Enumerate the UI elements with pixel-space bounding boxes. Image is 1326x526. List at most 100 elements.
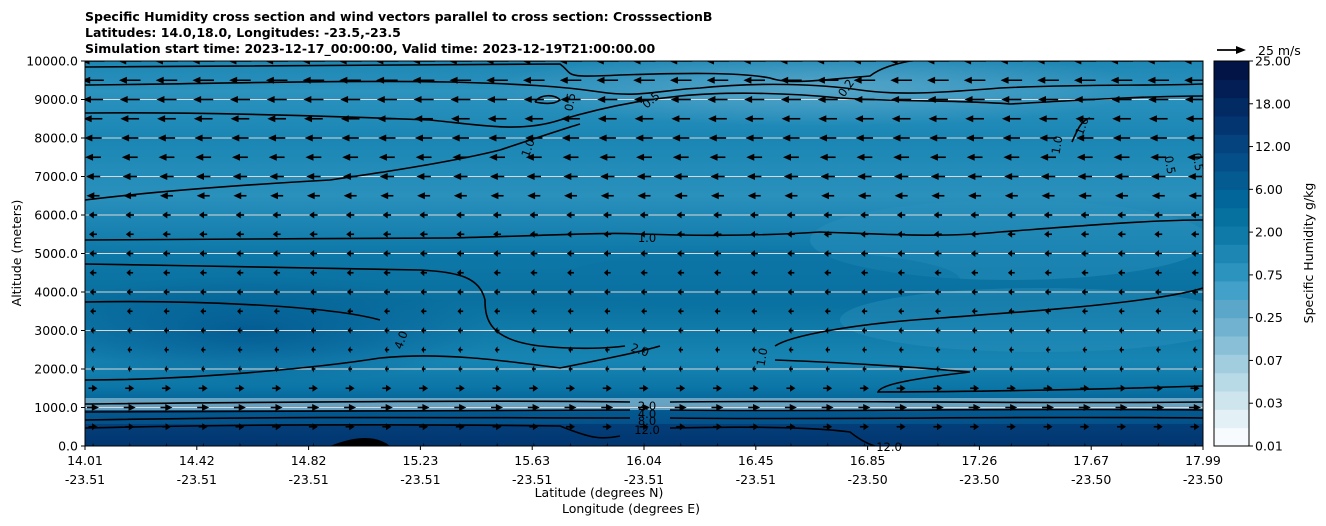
wind-arrow — [229, 96, 251, 103]
wind-arrow — [1110, 61, 1134, 65]
wind-arrow — [489, 173, 505, 180]
wind-arrow — [640, 288, 648, 296]
wind-arrow — [715, 365, 720, 373]
wind-arrow — [121, 153, 138, 161]
wind-arrow — [819, 153, 836, 161]
wind-arrow — [894, 192, 908, 200]
wind-arrow — [935, 346, 941, 354]
x-axis: 14.01 -23.51 14.42 -23.51 14.82 -23.51 15.23 -2… — [65, 446, 1223, 487]
wind-arrow — [816, 76, 839, 84]
wind-arrow — [1047, 442, 1050, 446]
wind-arrow — [338, 61, 362, 65]
wind-arrow — [160, 404, 173, 411]
wind-arrow — [419, 250, 428, 257]
wind-arrow — [231, 134, 249, 142]
wind-arrow — [522, 61, 546, 65]
wind-arrow — [382, 230, 391, 238]
wind-arrow — [640, 250, 648, 257]
wind-arrow — [525, 134, 543, 142]
wind-arrow — [1039, 134, 1057, 142]
wind-arrow — [1043, 211, 1053, 219]
wind-arrow — [897, 250, 905, 257]
wind-arrow — [235, 384, 245, 392]
wind-arrow — [126, 288, 133, 296]
wind-arrow — [1111, 96, 1132, 103]
wind-arrow — [968, 192, 982, 200]
wind-arrow — [857, 192, 871, 200]
wind-arrow — [450, 96, 471, 103]
wind-arrow — [157, 134, 176, 142]
wind-arrow — [786, 211, 796, 219]
wind-arrow — [861, 288, 868, 296]
wind-arrow — [933, 211, 943, 219]
wind-arrow — [456, 230, 465, 238]
wind-arrow — [419, 230, 428, 238]
wind-arrow — [1191, 230, 1199, 238]
wind-arrow — [751, 307, 758, 315]
contour-label: 1.0 — [1072, 115, 1091, 137]
wind-arrow — [233, 192, 247, 200]
wind-arrow — [708, 134, 727, 142]
wind-arrow — [714, 307, 721, 315]
wind-arrow — [452, 153, 469, 161]
wind-arrow — [486, 96, 508, 103]
wind-arrow — [567, 269, 574, 277]
wind-arrow — [559, 76, 582, 84]
contour-label: 0.5 — [1190, 152, 1207, 172]
wind-arrow — [669, 76, 692, 84]
wind-arrow — [456, 250, 464, 257]
wind-arrow — [524, 115, 544, 123]
wind-arrow — [197, 404, 210, 411]
colorbar-tick-label: 0.75 — [1255, 267, 1283, 282]
wind-arrow — [819, 134, 837, 142]
wind-arrow — [898, 307, 904, 315]
wind-arrow — [346, 230, 355, 238]
contour-label: 1.0 — [518, 137, 537, 159]
wind-arrow — [1118, 307, 1125, 315]
wind-arrow — [816, 61, 840, 65]
wind-arrow — [999, 61, 1023, 65]
wind-arrow — [309, 250, 318, 257]
wind-arrow — [606, 442, 609, 446]
wind-arrow — [382, 211, 392, 219]
x-tick-label-lon: -23.50 — [847, 472, 887, 487]
wind-arrow — [1186, 134, 1203, 142]
wind-arrow — [1044, 288, 1052, 296]
wind-arrow — [640, 269, 648, 277]
wind-arrow — [308, 423, 318, 431]
colorbar-tick-label: 0.03 — [1255, 396, 1283, 411]
wind-arrow — [379, 173, 395, 180]
wind-arrow — [422, 442, 425, 446]
wind-arrow — [965, 134, 984, 142]
wind-arrow — [85, 115, 103, 123]
wind-arrow — [228, 61, 252, 65]
contour-label: 2.0 — [638, 399, 656, 413]
contour-label: 12.0 — [876, 440, 902, 454]
wind-arrow — [1110, 76, 1133, 84]
wind-arrow — [1187, 153, 1203, 161]
wind-arrow — [972, 327, 978, 334]
x-tick-label-lat: 14.42 — [179, 453, 215, 468]
wind-arrow — [118, 61, 142, 65]
wind-arrow — [788, 327, 794, 334]
wind-arrow — [710, 192, 724, 200]
wind-arrow — [936, 442, 939, 446]
wind-arrow — [636, 173, 652, 180]
wind-arrow — [595, 61, 619, 65]
wind-arrow — [192, 76, 214, 84]
wind-arrow — [965, 115, 984, 123]
wind-arrow — [382, 423, 392, 431]
wind-arrow — [861, 307, 868, 315]
wind-arrow — [449, 76, 472, 84]
y-axis-label: Altitude (meters) — [9, 200, 24, 307]
wind-arrow — [267, 115, 287, 123]
wind-arrow — [307, 404, 320, 411]
wind-arrow — [1118, 288, 1125, 296]
wind-arrow — [746, 173, 762, 180]
wind-arrow — [200, 346, 206, 354]
wind-arrow — [347, 327, 353, 334]
wind-arrow — [272, 230, 281, 238]
colorbar-segment — [1214, 317, 1249, 337]
wind-arrow — [420, 307, 427, 315]
wind-arrow — [891, 115, 911, 123]
